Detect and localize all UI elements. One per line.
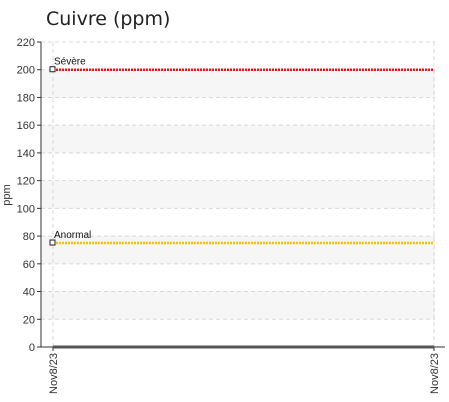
y-tick-label: 80 bbox=[23, 231, 35, 243]
y-tick-label: 200 bbox=[17, 65, 35, 77]
threshold-marker bbox=[49, 66, 56, 73]
y-tick-label: 120 bbox=[17, 176, 35, 188]
y-tick-label: 40 bbox=[23, 287, 35, 299]
y-axis-label: ppm bbox=[1, 184, 13, 205]
grid-band bbox=[41, 236, 435, 264]
y-tick-label: 180 bbox=[17, 92, 35, 104]
grid-band bbox=[41, 291, 435, 320]
y-tick-label: 0 bbox=[29, 342, 35, 354]
x-tick-label: Nov8/23 bbox=[48, 353, 60, 394]
threshold-marker bbox=[49, 239, 56, 246]
grid-band bbox=[41, 180, 435, 209]
threshold-label: Anormal bbox=[54, 230, 91, 241]
chart-title: Cuivre (ppm) bbox=[46, 8, 171, 30]
grid-band bbox=[41, 125, 435, 153]
grid-band bbox=[41, 69, 435, 98]
y-tick-label: 100 bbox=[17, 203, 35, 215]
y-tick-label: 20 bbox=[23, 314, 35, 326]
y-tick-label: 140 bbox=[17, 148, 35, 160]
y-tick-label: 160 bbox=[17, 120, 35, 132]
y-tick-label: 60 bbox=[23, 259, 35, 271]
y-tick-label: 220 bbox=[17, 37, 35, 49]
x-tick-label: Nov8/23 bbox=[429, 353, 441, 394]
threshold-label: Sévère bbox=[54, 57, 86, 68]
